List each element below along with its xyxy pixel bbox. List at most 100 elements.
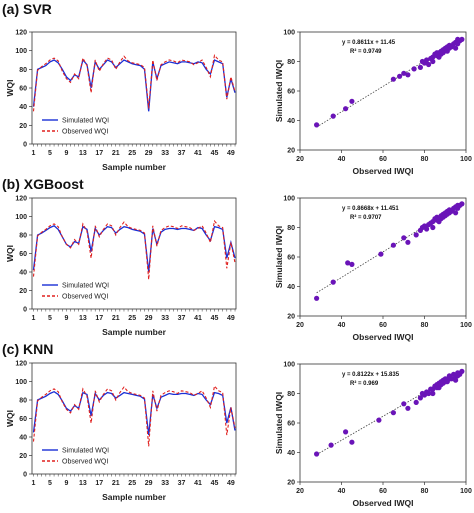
x-tick-label: 33 xyxy=(161,315,169,322)
x-tick-label: 20 xyxy=(296,488,304,495)
x-tick-label: 21 xyxy=(112,315,120,322)
scatter-chart-xgboost: 20 40 60 80 100 20 40 60 80 100 Observed IWQI Simul… xyxy=(274,196,472,343)
data-point xyxy=(405,239,411,245)
x-tick-label: 37 xyxy=(178,315,186,322)
data-point xyxy=(413,232,419,238)
x-tick-label: 9 xyxy=(64,315,68,322)
data-point xyxy=(401,401,407,407)
x-tick-label: 13 xyxy=(79,315,87,322)
data-point xyxy=(328,442,334,448)
data-point xyxy=(349,98,355,104)
x-tick-label: 37 xyxy=(178,480,186,487)
plot-frame xyxy=(31,362,237,475)
x-tick-label: 1 xyxy=(32,480,36,487)
x-tick-label: 25 xyxy=(128,315,136,322)
plot-frame xyxy=(31,197,237,310)
data-point xyxy=(424,57,430,63)
y-tick-label: 0 xyxy=(23,472,27,479)
x-tick-label: 25 xyxy=(128,480,136,487)
data-point xyxy=(453,210,459,216)
data-point xyxy=(330,113,336,119)
data-point xyxy=(453,377,459,383)
x-tick-label: 13 xyxy=(79,480,87,487)
legend-observed-label: Observed WQI xyxy=(62,459,108,466)
x-tick-label: 80 xyxy=(421,488,429,495)
data-point xyxy=(401,235,407,241)
x-tick-label: 60 xyxy=(379,322,387,329)
y-tick-label: 40 xyxy=(19,435,27,442)
legend-simulated-label: Simulated WQI xyxy=(62,448,109,455)
data-point xyxy=(417,64,423,70)
x-tick-label: 40 xyxy=(338,488,346,495)
x-tick-label: 20 xyxy=(296,322,304,329)
r-squared-label: R² = 0.9749 xyxy=(350,48,382,55)
data-point xyxy=(330,279,336,285)
data-point xyxy=(314,295,320,301)
data-point xyxy=(343,429,349,435)
x-tick-label: 33 xyxy=(161,480,169,487)
x-tick-label: 33 xyxy=(161,150,169,157)
x-tick-label: 1 xyxy=(32,315,36,322)
scatter-chart-svr: 20 40 60 80 100 20 40 60 80 100 Observed IWQI Simul… xyxy=(274,30,472,177)
data-point xyxy=(430,224,436,231)
data-point xyxy=(405,405,411,411)
x-tick-label: 17 xyxy=(95,480,103,487)
y-tick-label: 0 xyxy=(23,142,27,149)
y-axis-title: WQI xyxy=(5,410,15,427)
x-axis-title: Sample number xyxy=(102,162,166,172)
y-tick-label: 120 xyxy=(15,196,27,203)
y-tick-label: 20 xyxy=(19,453,27,460)
x-tick-label: 100 xyxy=(460,156,472,163)
y-axis-title: Simulated IWQI xyxy=(274,392,284,454)
line-chart-svr: (a) SVR 0 20 40 60 80 100 120 1 5 9 13 17 21 25 29 33 37 4… xyxy=(2,1,237,172)
x-tick-label: 80 xyxy=(421,322,429,329)
legend-simulated-label: Simulated WQI xyxy=(62,118,109,125)
x-tick-label: 80 xyxy=(421,156,429,163)
y-tick-label: 60 xyxy=(287,421,295,428)
r-squared-label: R² = 0.9707 xyxy=(350,214,382,221)
legend-simulated-label: Simulated WQI xyxy=(62,283,109,290)
y-axis-title: WQI xyxy=(5,245,15,262)
x-tick-label: 41 xyxy=(194,480,202,487)
x-tick-label: 60 xyxy=(379,488,387,495)
regression-equation: y = 0.8668x + 11.451 xyxy=(342,206,399,212)
data-point xyxy=(426,390,432,397)
y-tick-label: 20 xyxy=(19,288,27,295)
simulated-series-line xyxy=(32,58,236,112)
x-tick-label: 17 xyxy=(95,315,103,322)
observed-series-line xyxy=(32,384,236,447)
x-tick-label: 29 xyxy=(145,480,153,487)
scatter-chart-knn: 20 40 60 80 100 20 40 60 80 100 Observed IWQI Simul… xyxy=(274,362,472,509)
x-tick-label: 29 xyxy=(145,315,153,322)
y-tick-label: 80 xyxy=(19,398,27,405)
data-point xyxy=(314,122,320,128)
y-tick-label: 100 xyxy=(283,362,295,369)
x-axis-title: Observed IWQI xyxy=(353,166,414,176)
r-squared-label: R² = 0.969 xyxy=(350,380,379,387)
data-point xyxy=(345,260,351,266)
data-point xyxy=(390,242,396,248)
data-point xyxy=(430,390,436,397)
y-tick-label: 40 xyxy=(287,284,295,291)
data-point xyxy=(424,226,430,232)
x-tick-label: 1 xyxy=(32,150,36,157)
regression-equation: y = 0.8122x + 15.835 xyxy=(342,372,400,378)
data-point xyxy=(411,66,417,72)
data-point xyxy=(349,261,355,267)
data-point xyxy=(378,251,384,257)
simulated-series-line xyxy=(32,225,236,273)
x-tick-label: 21 xyxy=(112,150,120,157)
x-tick-label: 25 xyxy=(128,150,136,157)
x-tick-label: 21 xyxy=(112,480,120,487)
data-point xyxy=(390,410,396,416)
y-tick-label: 40 xyxy=(287,450,295,457)
panel-label: (b) XGBoost xyxy=(2,176,84,192)
y-axis-title: Simulated IWQI xyxy=(274,226,284,288)
data-point xyxy=(459,368,465,374)
x-tick-label: 5 xyxy=(48,480,52,487)
data-point xyxy=(349,439,355,445)
x-tick-label: 5 xyxy=(48,150,52,157)
y-tick-label: 40 xyxy=(287,118,295,125)
x-axis-title: Sample number xyxy=(102,492,166,502)
data-point xyxy=(459,36,465,43)
